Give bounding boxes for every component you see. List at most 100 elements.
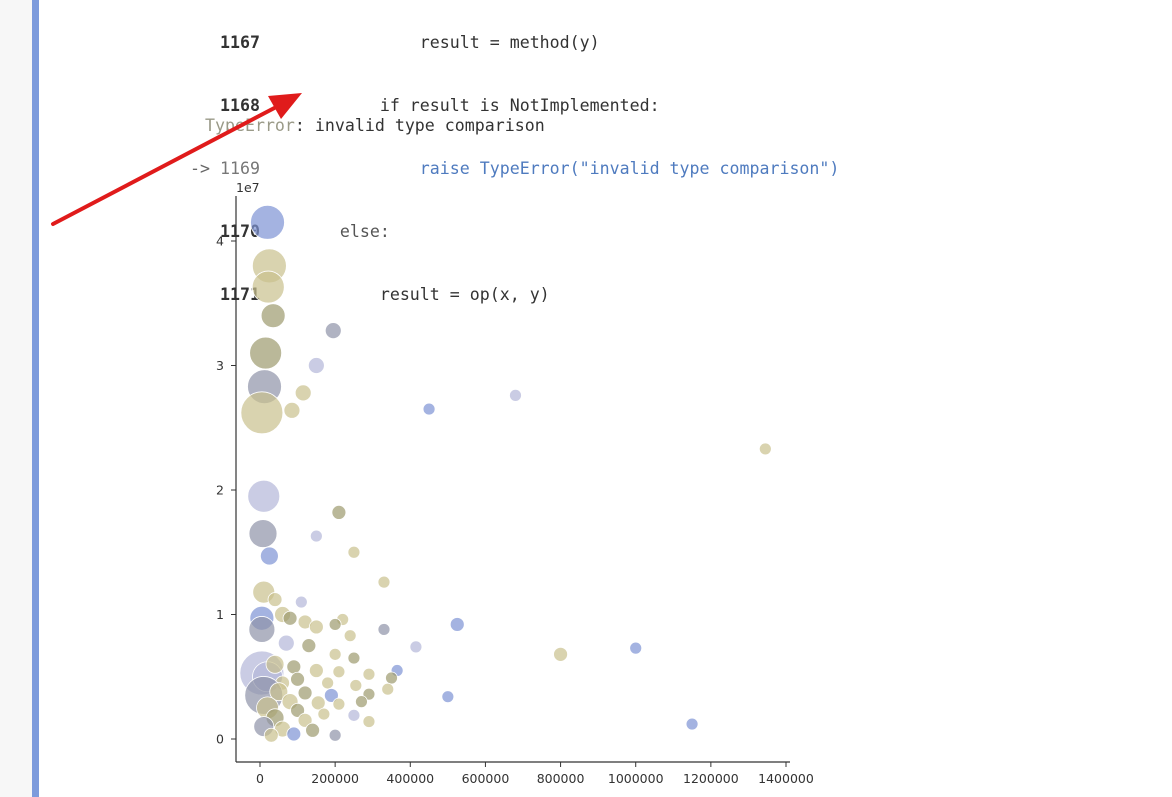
x-tick-label: 600000 (462, 771, 510, 786)
traceback-line: -> 1169 raise TypeError("invalid type co… (190, 158, 839, 179)
scatter-point (294, 595, 308, 609)
scatter-point (553, 646, 568, 662)
scatter-point (248, 519, 278, 548)
scatter-point (286, 726, 302, 742)
x-tick-label: 1000000 (608, 771, 664, 786)
scatter-point (305, 722, 321, 738)
y-tick-label: 4 (216, 234, 224, 249)
scatter-point (251, 270, 285, 304)
scatter-point (269, 682, 289, 702)
scatter-point (385, 671, 398, 685)
scatter-point (297, 712, 313, 728)
scatter-point (347, 651, 361, 665)
scatter-point (328, 618, 342, 631)
red-annotation-arrow (51, 93, 302, 226)
scatter-point (347, 545, 361, 559)
scatter-point (263, 727, 279, 743)
scatter-point (509, 388, 522, 402)
scatter-point (377, 623, 391, 636)
scatter-point (349, 679, 363, 692)
scatter-point (441, 690, 455, 704)
line-number: 1169 (219, 159, 260, 178)
scatter-point (307, 357, 325, 374)
scatter-point (290, 671, 305, 687)
y-tick-label: 3 (216, 358, 224, 373)
scatter-point (347, 708, 361, 722)
x-tick-label: 1400000 (758, 771, 814, 786)
traceback-line: 1167 result = method(y) (190, 32, 839, 53)
line-number: 1167 (219, 33, 260, 52)
traceback-code: 1167 result = method(y) 1168 if result i… (190, 0, 839, 326)
error-type: TypeError (205, 116, 295, 135)
scatter-point (290, 702, 305, 718)
scatter-point (323, 688, 339, 703)
x-tick-label: 800000 (537, 771, 585, 786)
code-text: raise TypeError("invalid type comparison… (259, 159, 840, 178)
traceback-line: 1168 if result is NotImplemented: (190, 95, 839, 116)
y-tick-label: 1 (216, 607, 224, 622)
scatter-point (247, 479, 281, 513)
y-tick-label: 2 (216, 483, 224, 498)
scatter-point (294, 384, 312, 402)
x-axis-ticks: 0 200000 400000 600000 800000 1000000 1200000 1… (256, 762, 814, 786)
scatter-point (422, 402, 436, 416)
arrow-shaft (51, 102, 284, 226)
error-message: TypeError: invalid type comparison (205, 116, 545, 135)
traceback-line: 1170 else: (190, 221, 839, 242)
scatter-point (321, 676, 335, 690)
scatter-point (301, 638, 317, 654)
y-axis-offset-label: 1e7 (236, 180, 260, 195)
traceback-line: 1171 result = op(x, y) (190, 284, 839, 305)
line-number: 1168 (219, 96, 260, 115)
scatter-point (265, 654, 285, 674)
scatter-point (286, 659, 302, 675)
notebook-left-gutter (0, 0, 32, 797)
scatter-point (250, 204, 285, 240)
scatter-point (324, 322, 342, 340)
y-axis-ticks: 0 1 2 3 4 (216, 234, 236, 747)
x-tick-label: 1200000 (683, 771, 739, 786)
scatter-point (362, 715, 376, 728)
y-tick-label: 0 (216, 732, 224, 747)
code-text: result = method(y) (259, 33, 600, 52)
scatter-point (362, 667, 376, 681)
scatter-point (332, 697, 346, 711)
line-number: 1171 (219, 285, 260, 304)
scatter-points (239, 204, 772, 743)
scatter-point (331, 505, 347, 520)
scatter-point (409, 640, 423, 654)
scatter-point (249, 336, 283, 370)
x-tick-label: 200000 (311, 771, 359, 786)
scatter-point (308, 619, 324, 635)
cell-selection-bar[interactable] (32, 0, 39, 797)
scatter-point (381, 682, 395, 696)
scatter-point (260, 303, 286, 329)
scatter-point (282, 610, 298, 626)
code-text: result = op(x, y) (259, 285, 550, 304)
scatter-point (309, 529, 323, 543)
scatter-point (240, 391, 284, 435)
scatter-point (332, 665, 346, 679)
arrow-head (268, 93, 302, 119)
scatter-point (259, 546, 279, 566)
x-tick-label: 400000 (386, 771, 434, 786)
scatter-point (248, 616, 276, 643)
x-tick-label: 0 (256, 771, 264, 786)
scatter-point (277, 634, 295, 652)
scatter-point (355, 695, 368, 709)
scatter-point (449, 617, 465, 632)
scatter-point (328, 728, 342, 742)
current-line-marker: -> (190, 159, 210, 178)
code-text: else: (259, 222, 390, 241)
scatter-point (310, 695, 326, 711)
scatter-point (328, 647, 342, 661)
scatter-point (317, 707, 331, 721)
scatter-point (343, 629, 357, 643)
code-text: if result is NotImplemented: (259, 96, 660, 115)
scatter-point (629, 641, 643, 655)
scatter-point (758, 442, 772, 456)
error-text: : invalid type comparison (294, 116, 545, 135)
scatter-point (283, 401, 301, 419)
scatter-point (377, 575, 391, 589)
